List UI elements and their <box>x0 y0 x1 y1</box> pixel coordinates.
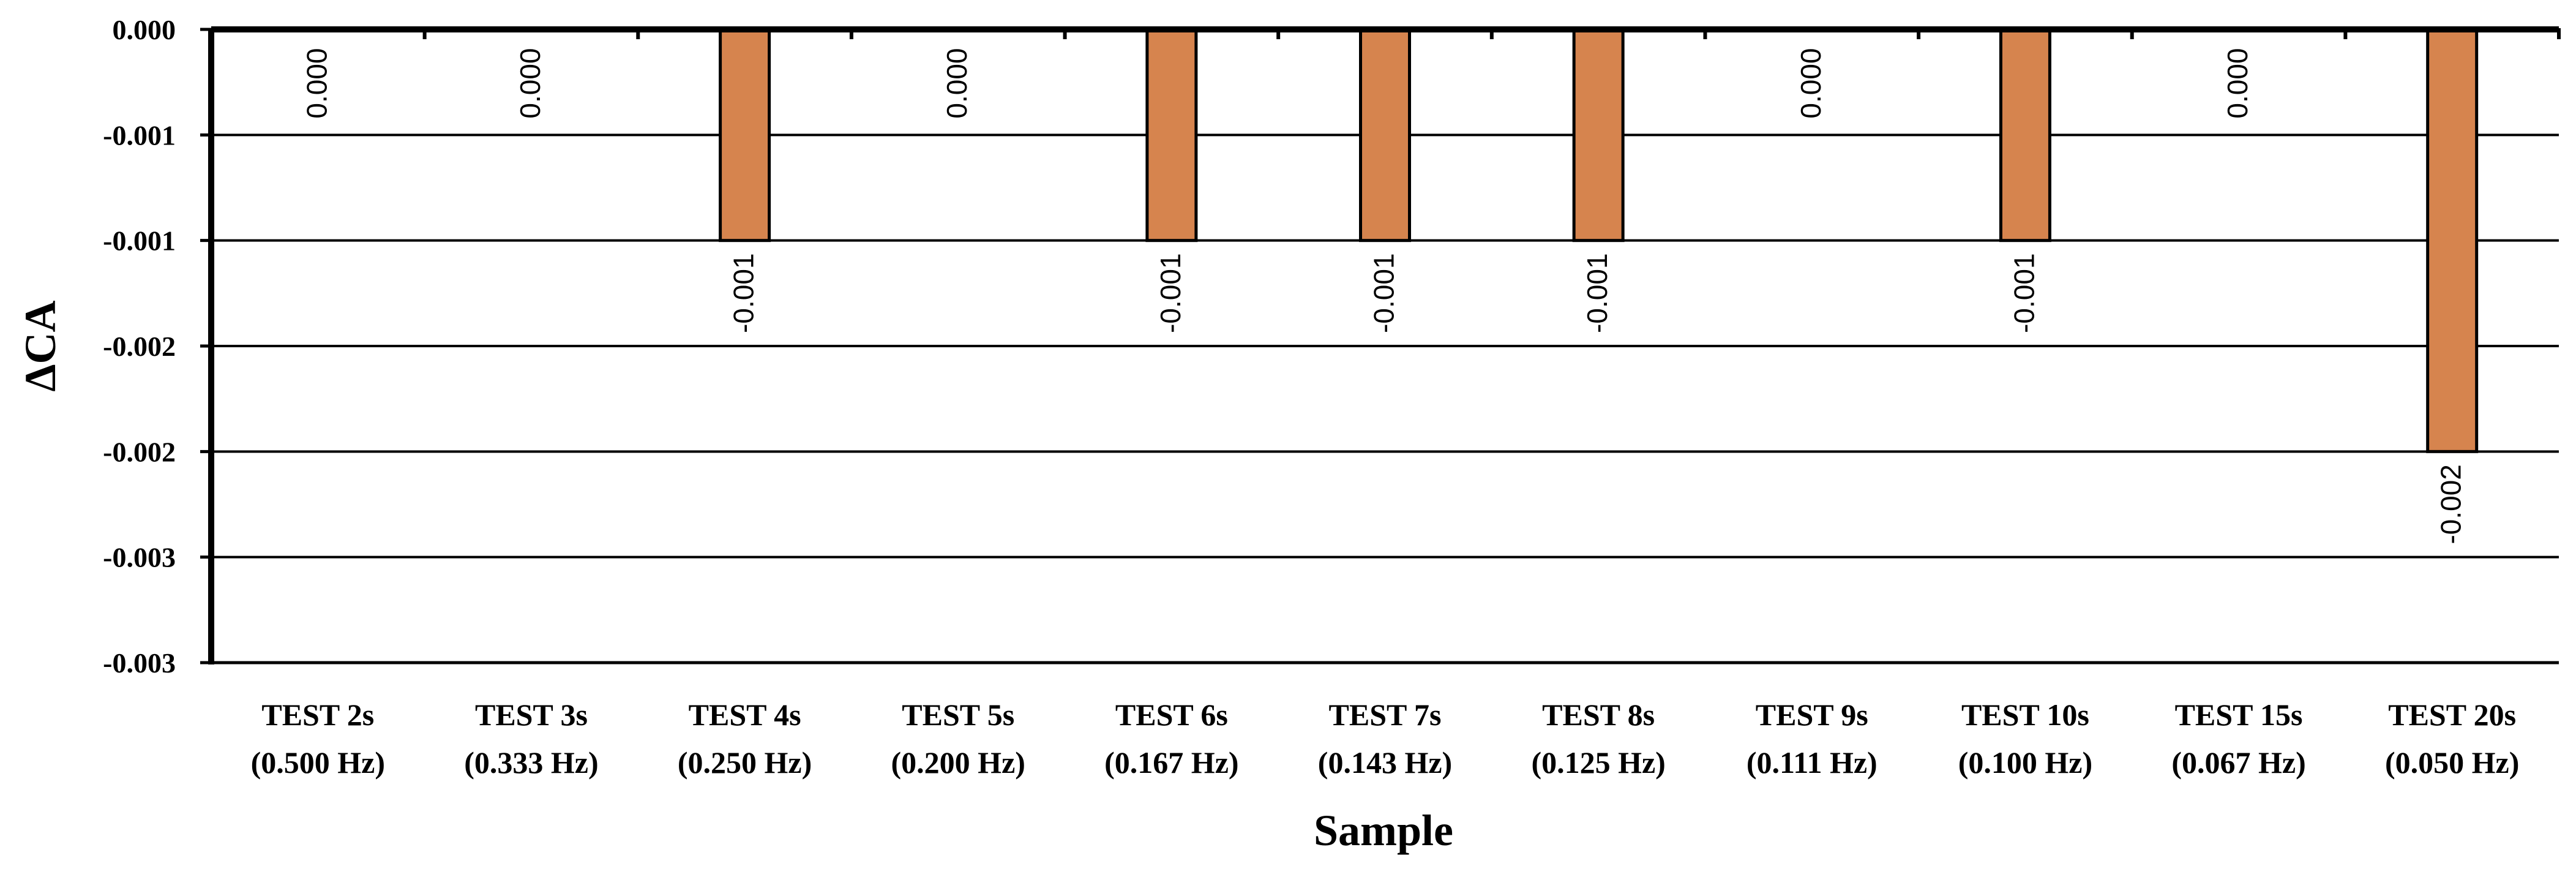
x-tick-label: TEST 10s (0.100 Hz) <box>1958 698 2092 780</box>
bar <box>719 28 771 243</box>
bar <box>2426 28 2479 453</box>
x-tick-label: TEST 5s (0.200 Hz) <box>891 698 1025 780</box>
y-tick-label: -0.002 <box>103 436 176 467</box>
y-tick-labels: 0.000 -0.001 -0.001 -0.002 -0.002 -0.003 -0.00… <box>103 14 176 679</box>
y-tick-label: -0.001 <box>103 119 176 151</box>
data-label: -0.001 <box>1368 253 1400 333</box>
data-label: 0.000 <box>941 48 973 118</box>
gridlines <box>211 134 2559 559</box>
x-tick-label: TEST 2s (0.500 Hz) <box>251 698 385 780</box>
y-axis-title: ΔCA <box>16 300 65 391</box>
y-tick-label: 0.000 <box>113 14 176 45</box>
bars <box>719 28 2479 453</box>
x-axis-title: Sample <box>1314 806 1453 855</box>
x-tick-label: TEST 7s (0.143 Hz) <box>1318 698 1452 780</box>
y-tick-label: -0.003 <box>103 647 176 679</box>
x-tick-label: TEST 4s (0.250 Hz) <box>678 698 812 780</box>
y-tick-label: -0.001 <box>103 225 176 257</box>
data-label: 0.000 <box>1795 48 1827 118</box>
data-label: -0.002 <box>2435 464 2467 544</box>
data-label: 0.000 <box>514 48 546 118</box>
x-tick-label: TEST 3s (0.333 Hz) <box>464 698 598 780</box>
bar <box>1999 28 2051 243</box>
bar <box>1572 28 1625 243</box>
data-label: -0.001 <box>1581 253 1613 333</box>
data-label: 0.000 <box>2222 48 2253 118</box>
data-label: -0.001 <box>728 253 760 333</box>
x-tick-label: TEST 6s (0.167 Hz) <box>1104 698 1238 780</box>
data-labels: 0.000 0.000 -0.001 0.000 -0.001 -0.001 -0.001 0… <box>301 48 2466 544</box>
bar <box>1359 28 1411 243</box>
x-tick-label: TEST 8s (0.125 Hz) <box>1531 698 1665 780</box>
bar <box>1145 28 1198 243</box>
y-tick-label: -0.003 <box>103 542 176 573</box>
axes <box>200 26 2561 664</box>
x-tick-label: TEST 9s (0.111 Hz) <box>1747 698 1878 780</box>
data-label: -0.001 <box>2008 253 2040 333</box>
y-tick-label: -0.002 <box>103 331 176 362</box>
x-tick-label: TEST 20s (0.050 Hz) <box>2385 698 2519 780</box>
data-label: -0.001 <box>1155 253 1186 333</box>
data-label: 0.000 <box>301 48 332 118</box>
x-tick-label: TEST 15s (0.067 Hz) <box>2171 698 2305 780</box>
x-tick-labels: TEST 2s (0.500 Hz) TEST 3s (0.333 Hz) TEST 4… <box>251 698 2520 780</box>
